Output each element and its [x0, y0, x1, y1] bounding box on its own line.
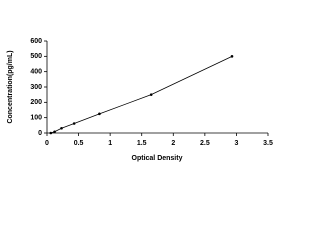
point: [98, 112, 101, 116]
curve: [50, 55, 233, 134]
x-tick-label: 2: [171, 140, 175, 147]
y-tick-label: 100: [30, 115, 42, 122]
point: [60, 126, 63, 130]
x-tick-label: 0.5: [74, 140, 84, 147]
x-tick-label: 0: [45, 140, 49, 147]
point: [230, 55, 234, 58]
x-axis-title: Optical Density: [132, 155, 183, 162]
point: [149, 93, 153, 96]
y-tick-label: 400: [30, 69, 42, 76]
y-tick-label: 200: [30, 99, 42, 106]
y-tick-label: 500: [30, 53, 42, 60]
x-tick-label: 3: [234, 140, 238, 147]
point: [49, 131, 53, 135]
x-tick-label: 3.5: [263, 140, 273, 147]
x-tick-label: 1: [108, 140, 112, 147]
chart: Optical Density Concentration(pg/mL) 010…: [7, 38, 273, 162]
y-tick-label: 300: [30, 84, 42, 91]
x-tick-label: 1.5: [137, 140, 147, 147]
point: [72, 122, 76, 125]
y-axis-title: Concentration(pg/mL): [7, 50, 14, 123]
y-tick-label: 0: [38, 130, 42, 137]
y-tick-label: 600: [30, 38, 42, 45]
x-tick-label: 2.5: [200, 140, 210, 147]
point: [53, 130, 56, 134]
